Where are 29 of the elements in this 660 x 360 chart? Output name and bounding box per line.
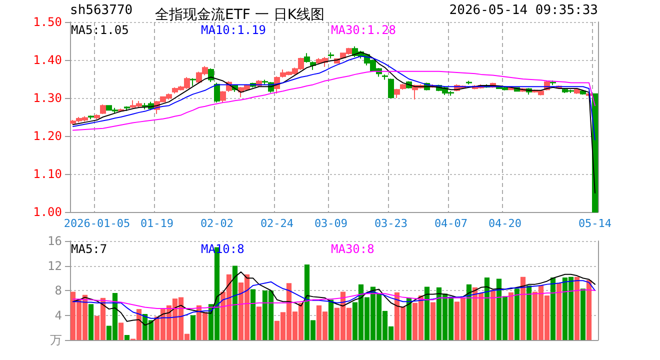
x-tick-label: 04-20 <box>488 217 522 230</box>
y-tick-label: 1.30 <box>33 91 62 105</box>
y-tick-label: 8 <box>54 284 62 298</box>
chart-title: 全指现金流ETF 一 日K线图 <box>155 7 325 23</box>
x-tick-label: 03-23 <box>374 217 408 230</box>
y-tick-label: 1.00 <box>33 205 62 219</box>
text: MA10:1.19 <box>201 23 266 37</box>
y-tick-label: 1.10 <box>33 167 62 181</box>
text: sh563770 <box>70 3 133 18</box>
x-tick-label: 02-02 <box>200 217 234 230</box>
text: MA5:7 <box>71 242 108 256</box>
x-tick-label: 01-19 <box>140 217 174 230</box>
y-tick-label: 4 <box>54 308 62 322</box>
y-tick-label: 1.20 <box>33 129 62 143</box>
x-tick-label: 03-09 <box>314 217 348 230</box>
x-tick-label: 2026-01-05 <box>64 217 130 230</box>
y-tick-label: 12 <box>48 258 62 273</box>
text: MA10:8 <box>201 242 244 256</box>
x-tick-label: 02-24 <box>260 217 294 230</box>
text: 2026-05-14 09:35:33 <box>449 3 598 18</box>
y-tick-label: 16 <box>48 234 62 248</box>
x-tick-label: 04-07 <box>434 217 468 230</box>
y-tick-label: 1.50 <box>33 15 62 29</box>
text: MA30:1.28 <box>331 23 396 37</box>
y-tick-label: 1.40 <box>33 53 62 67</box>
y-tick-label: 万 <box>50 333 62 347</box>
text: MA5:1.05 <box>71 23 129 37</box>
text: MA30:8 <box>331 242 374 256</box>
x-tick-label: 05-14 <box>578 217 612 230</box>
